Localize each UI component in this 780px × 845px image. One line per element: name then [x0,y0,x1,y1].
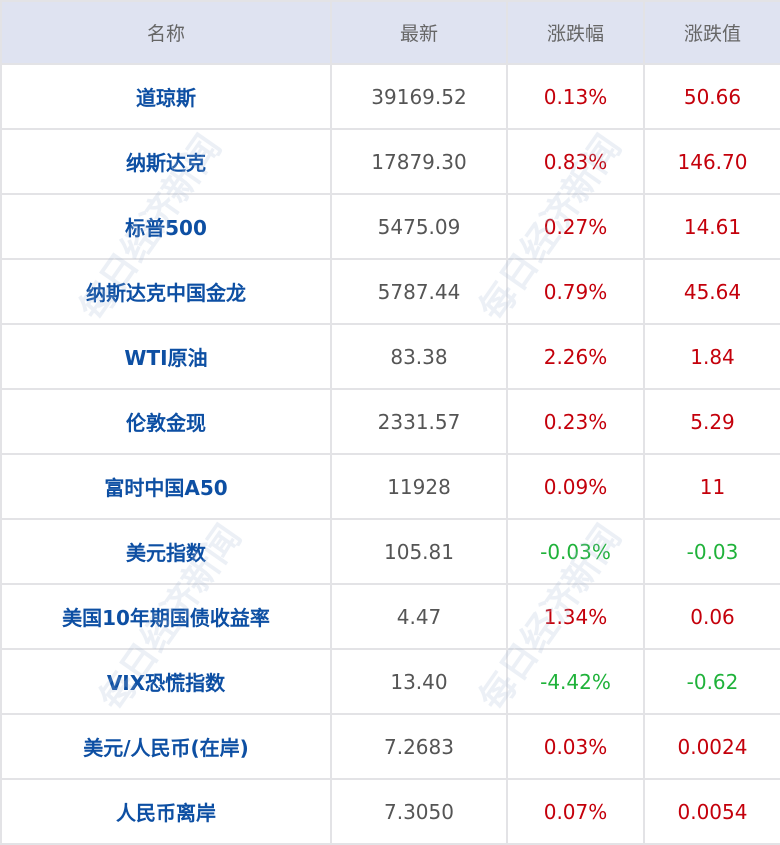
change-pct-cell: 0.83% [506,128,645,195]
last-cell: 5475.09 [330,193,508,260]
last-cell: 11928 [330,453,508,520]
header-name: 名称 [0,0,332,65]
change-pct-cell: 1.34% [506,583,645,650]
name-cell: 富时中国A50 [0,453,332,520]
name-cell: 美元/人民币(在岸) [0,713,332,780]
last-cell: 2331.57 [330,388,508,455]
change-value-cell: 0.06 [643,583,780,650]
last-cell: 7.2683 [330,713,508,780]
change-value-cell: 146.70 [643,128,780,195]
name-cell: 纳斯达克中国金龙 [0,258,332,325]
name-cell: 纳斯达克 [0,128,332,195]
change-pct-cell: 0.07% [506,778,645,845]
change-value-cell: 14.61 [643,193,780,260]
table-row: 美元/人民币(在岸) 7.2683 0.03% 0.0024 [0,713,780,780]
table-row: 伦敦金现 2331.57 0.23% 5.29 [0,388,780,455]
change-value-cell: 0.0054 [643,778,780,845]
table-row: 标普500 5475.09 0.27% 14.61 [0,193,780,260]
table-row: 富时中国A50 11928 0.09% 11 [0,453,780,520]
change-pct-cell: 0.13% [506,63,645,130]
table-row: 纳斯达克中国金龙 5787.44 0.79% 45.64 [0,258,780,325]
name-cell: 标普500 [0,193,332,260]
table-row: 道琼斯 39169.52 0.13% 50.66 [0,63,780,130]
change-value-cell: -0.03 [643,518,780,585]
table-row: VIX恐慌指数 13.40 -4.42% -0.62 [0,648,780,715]
last-cell: 13.40 [330,648,508,715]
table-row: 美元指数 105.81 -0.03% -0.03 [0,518,780,585]
change-pct-cell: 0.09% [506,453,645,520]
table-row: 纳斯达克 17879.30 0.83% 146.70 [0,128,780,195]
table-row: 美国10年期国债收益率 4.47 1.34% 0.06 [0,583,780,650]
name-cell: 道琼斯 [0,63,332,130]
name-cell: WTI原油 [0,323,332,390]
change-pct-cell: 0.79% [506,258,645,325]
header-last: 最新 [330,0,508,65]
header-change-pct: 涨跌幅 [506,0,645,65]
header-row: 名称 最新 涨跌幅 涨跌值 [0,0,780,65]
last-cell: 105.81 [330,518,508,585]
name-cell: 人民币离岸 [0,778,332,845]
table-row: 人民币离岸 7.3050 0.07% 0.0054 [0,778,780,845]
change-value-cell: 50.66 [643,63,780,130]
change-value-cell: -0.62 [643,648,780,715]
change-pct-cell: 0.03% [506,713,645,780]
change-pct-cell: 0.27% [506,193,645,260]
change-value-cell: 5.29 [643,388,780,455]
change-pct-cell: 2.26% [506,323,645,390]
last-cell: 83.38 [330,323,508,390]
name-cell: 美国10年期国债收益率 [0,583,332,650]
table-row: WTI原油 83.38 2.26% 1.84 [0,323,780,390]
last-cell: 39169.52 [330,63,508,130]
change-pct-cell: -4.42% [506,648,645,715]
last-cell: 5787.44 [330,258,508,325]
change-pct-cell: -0.03% [506,518,645,585]
last-cell: 7.3050 [330,778,508,845]
change-value-cell: 0.0024 [643,713,780,780]
change-value-cell: 1.84 [643,323,780,390]
header-change-value: 涨跌值 [643,0,780,65]
change-value-cell: 45.64 [643,258,780,325]
last-cell: 4.47 [330,583,508,650]
change-value-cell: 11 [643,453,780,520]
last-cell: 17879.30 [330,128,508,195]
name-cell: 伦敦金现 [0,388,332,455]
change-pct-cell: 0.23% [506,388,645,455]
name-cell: VIX恐慌指数 [0,648,332,715]
name-cell: 美元指数 [0,518,332,585]
